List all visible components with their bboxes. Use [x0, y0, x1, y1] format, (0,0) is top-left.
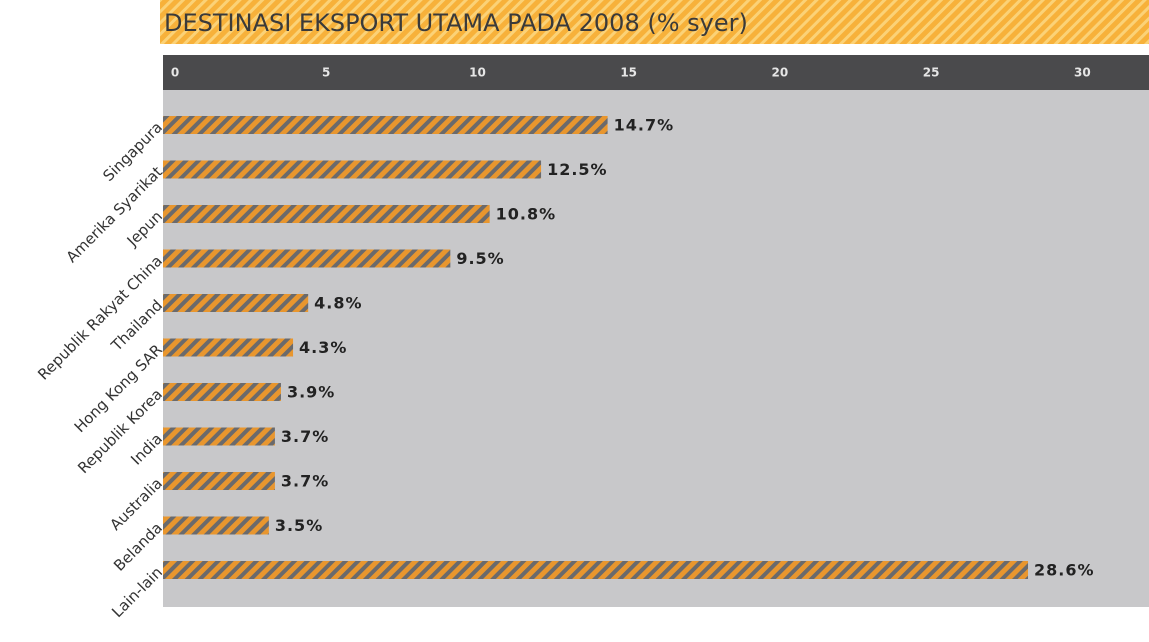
x-tick-label: 10 — [469, 66, 486, 80]
title-banner — [160, 0, 1149, 44]
value-label: 4.8% — [314, 294, 362, 313]
value-label: 3.9% — [287, 383, 335, 402]
axis-band — [163, 55, 1149, 90]
value-label: 9.5% — [456, 249, 504, 268]
value-label: 10.8% — [496, 205, 557, 224]
x-tick-label: 30 — [1074, 66, 1091, 80]
bar — [163, 472, 275, 490]
x-tick-label: 0 — [171, 66, 179, 80]
bar — [163, 205, 490, 223]
value-label: 3.7% — [281, 472, 329, 491]
value-label: 12.5% — [547, 160, 608, 179]
bar — [163, 294, 309, 312]
bar — [163, 427, 275, 446]
category-label: Jepun — [123, 207, 166, 250]
value-label: 4.3% — [299, 338, 347, 357]
bar — [163, 383, 281, 401]
bar — [163, 160, 542, 179]
value-label: 3.7% — [281, 427, 329, 446]
category-label: Lain-lain — [108, 563, 166, 621]
bar — [163, 338, 294, 357]
value-label: 3.5% — [275, 516, 323, 535]
value-label: 28.6% — [1034, 561, 1095, 580]
category-label: India — [127, 430, 166, 469]
bar — [163, 516, 269, 535]
x-tick-label: 5 — [322, 66, 330, 80]
chart-title: DESTINASI EKSPORT UTAMA PADA 2008 (% sye… — [164, 9, 748, 37]
bar — [163, 561, 1029, 579]
bar — [163, 249, 451, 268]
x-tick-label: 20 — [772, 66, 789, 80]
bar — [163, 116, 608, 134]
x-tick-label: 25 — [923, 66, 940, 80]
x-tick-label: 15 — [620, 66, 637, 80]
value-label: 14.7% — [614, 116, 675, 135]
